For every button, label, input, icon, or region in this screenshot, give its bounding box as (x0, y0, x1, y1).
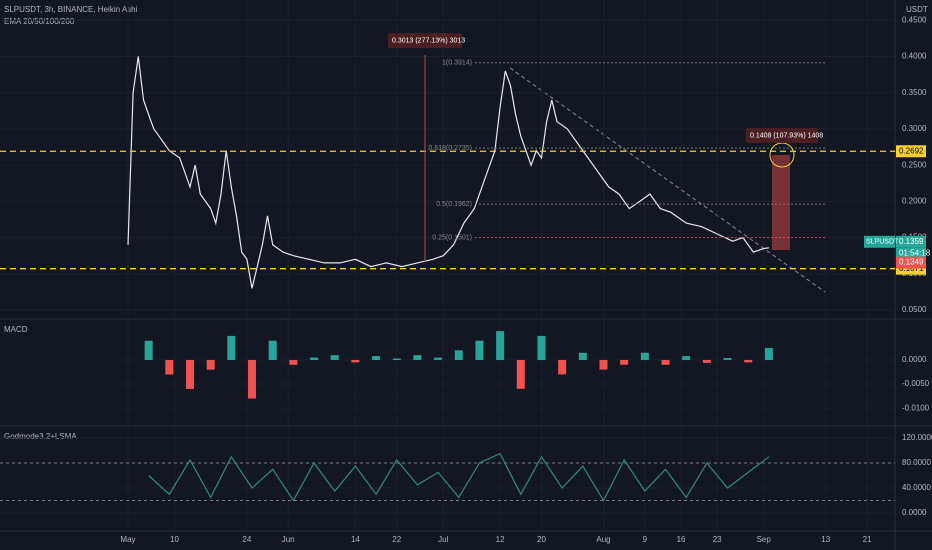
indicator-title: EMA 20/50/100/200 (4, 17, 75, 26)
x-tick-label: 24 (242, 535, 251, 544)
histogram-bar (702, 359, 711, 363)
x-tick-label: May (120, 535, 135, 544)
histogram-bar (248, 359, 257, 399)
symbol-box (864, 235, 895, 248)
countdown-box (896, 247, 926, 259)
y-tick-label: 120.0000 (902, 433, 932, 442)
x-tick-label: 14 (351, 535, 360, 544)
x-tick-label: Sep (757, 535, 772, 544)
x-tick-label: 23 (713, 535, 722, 544)
price-line (148, 452, 770, 502)
y-tick-label: 0.3000 (902, 124, 927, 133)
x-tick-label: 16 (677, 535, 686, 544)
histogram-bar (496, 331, 505, 360)
fib-label: 1(0.3914) (442, 60, 472, 67)
price-box (896, 256, 926, 269)
y-tick-label: -0.0100 (902, 403, 930, 412)
y-tick-label: 0.2000 (902, 196, 927, 205)
price-box (896, 235, 926, 248)
histogram-bar (682, 356, 691, 360)
x-tick-label: 13 (821, 535, 830, 544)
annotation: 0.3013 (277.13%) 3013 (392, 37, 465, 44)
histogram-bar (764, 347, 773, 360)
symbol-label: SLPUSDT (866, 239, 899, 246)
fib-label: 0.25(0.1501) (432, 234, 472, 241)
annotation: 0.1408 (107.93%) 1408 (750, 132, 823, 139)
fib-label: 0.618(0.2735) (428, 145, 472, 152)
annotation-box (388, 33, 462, 48)
histogram-bar (392, 358, 401, 360)
x-tick-label: 21 (863, 535, 872, 544)
macd-title: MACD (4, 325, 28, 334)
godmode-title: Godmode3.2+LSMA (4, 432, 77, 441)
x-tick-label: 12 (496, 535, 505, 544)
histogram-bar (289, 359, 298, 365)
histogram-bar (165, 359, 174, 375)
histogram-bar (185, 359, 194, 389)
y-tick-label: 0.0500 (902, 305, 927, 314)
y-tick-label: 0.0000 (902, 508, 927, 517)
histogram-bar (227, 335, 236, 360)
y-tick-label: 80.0000 (902, 458, 931, 467)
x-tick-label: Jun (282, 535, 295, 544)
trend-line (509, 67, 826, 293)
price-line (127, 56, 769, 289)
currency: USDT (906, 5, 928, 14)
histogram-bar (454, 350, 463, 360)
x-tick-label: Aug (596, 535, 610, 544)
histogram-bar (144, 340, 153, 360)
histogram-bar (434, 357, 443, 360)
price-box-label: 0.1349 (899, 258, 924, 267)
histogram-bar (206, 359, 215, 370)
x-tick-label: 20 (537, 535, 546, 544)
histogram-bar (372, 356, 381, 360)
histogram-bar (558, 359, 567, 375)
histogram-bar (744, 359, 753, 363)
chart-title: SLPUSDT, 3h, BINANCE, Heikin Ashi (4, 5, 138, 14)
histogram-bar (599, 359, 608, 370)
countdown: 01:54:18 (899, 248, 931, 257)
histogram-bar (268, 340, 277, 360)
x-tick-label: 9 (643, 535, 648, 544)
y-tick-label: 0.0000 (902, 355, 927, 364)
price-box-label: 0.2692 (899, 146, 924, 155)
y-tick-label: 40.0000 (902, 483, 931, 492)
histogram-bar (413, 355, 422, 360)
y-tick-label: 0.4000 (902, 52, 927, 61)
x-tick-label: 10 (170, 535, 179, 544)
histogram-bar (661, 359, 670, 365)
histogram-bar (516, 359, 525, 389)
fib-label: 0.5(0.1962) (436, 201, 472, 208)
y-tick-label: 0.3500 (902, 88, 927, 97)
histogram-bar (475, 340, 484, 360)
x-tick-label: 22 (392, 535, 401, 544)
histogram-bar (351, 359, 360, 363)
histogram-bar (330, 355, 339, 360)
annotation-box (746, 128, 818, 143)
x-tick-label: Jul (438, 535, 448, 544)
histogram-bar (620, 359, 629, 365)
histogram-bar (578, 352, 587, 360)
price-box (896, 145, 926, 158)
measure-box (772, 155, 790, 250)
histogram-bar (640, 352, 649, 360)
price-box-label: 0.1359 (899, 237, 924, 246)
y-tick-label: 0.4500 (902, 15, 927, 24)
y-tick-label: 0.2500 (902, 160, 927, 169)
histogram-bar (537, 335, 546, 360)
histogram-bar (310, 357, 319, 360)
y-tick-label: -0.0050 (902, 379, 930, 388)
histogram-bar (723, 358, 732, 360)
